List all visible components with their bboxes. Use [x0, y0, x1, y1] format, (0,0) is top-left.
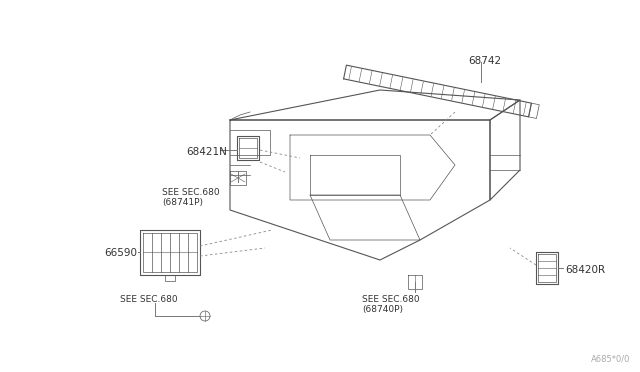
- Text: 68420R: 68420R: [565, 265, 605, 275]
- Text: SEE SEC.680: SEE SEC.680: [120, 295, 178, 304]
- Text: (68740P): (68740P): [362, 305, 403, 314]
- Text: 68742: 68742: [468, 56, 501, 66]
- Text: SEE SEC.680: SEE SEC.680: [162, 188, 220, 197]
- Text: 68421N: 68421N: [186, 147, 227, 157]
- Text: 66590: 66590: [104, 248, 137, 258]
- Text: A685*0/0: A685*0/0: [591, 355, 630, 364]
- Text: SEE SEC.680: SEE SEC.680: [362, 295, 420, 304]
- Text: (68741P): (68741P): [162, 198, 203, 207]
